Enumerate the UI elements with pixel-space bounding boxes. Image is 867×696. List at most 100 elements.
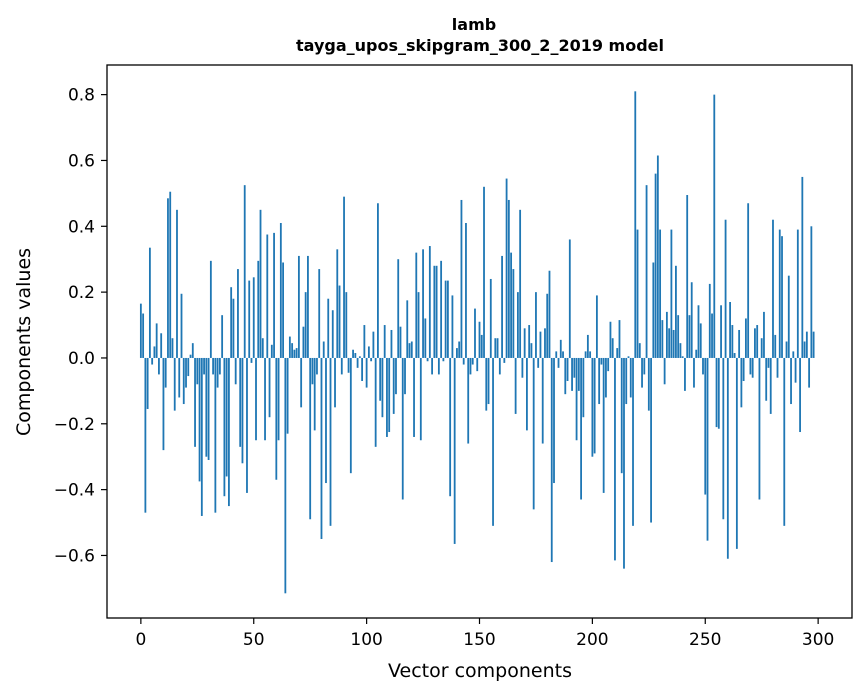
bar (702, 357, 704, 375)
bar (706, 357, 709, 541)
bar (374, 357, 377, 447)
bar (160, 333, 163, 358)
bar (787, 275, 790, 358)
bar (399, 326, 402, 358)
bar (812, 331, 815, 358)
bar (735, 357, 738, 549)
bar (275, 357, 278, 480)
bar (453, 357, 456, 544)
bar (205, 357, 208, 457)
bar (471, 357, 474, 365)
y-tick-label: −0.6 (54, 546, 95, 566)
bar (343, 196, 345, 358)
bar (629, 357, 632, 398)
bar (239, 357, 242, 447)
bar (677, 315, 680, 358)
bar (465, 223, 467, 358)
bar (352, 349, 354, 358)
bar (783, 357, 786, 526)
bar (162, 357, 165, 451)
bar (546, 293, 549, 358)
bar (273, 232, 275, 358)
bar (467, 357, 470, 444)
bar (354, 353, 357, 358)
bar (749, 357, 752, 375)
bar (422, 249, 424, 358)
bar (492, 357, 494, 526)
bar (555, 351, 558, 358)
bar (740, 357, 743, 408)
bar (602, 357, 605, 493)
bar (158, 357, 160, 375)
bar (751, 357, 754, 378)
bar (496, 338, 499, 358)
bar (279, 223, 282, 358)
bar (322, 341, 325, 358)
bar (456, 348, 458, 358)
bar (498, 357, 501, 375)
bar (715, 357, 718, 428)
bar (580, 357, 582, 500)
bar (270, 344, 273, 358)
bar (171, 338, 174, 358)
x-axis-ticks: 0 50 100 150 200 250 300 (135, 618, 834, 650)
bar (288, 336, 291, 358)
bar (460, 199, 463, 358)
bar (349, 357, 352, 474)
bar (370, 357, 373, 362)
bar (526, 357, 528, 431)
bars-group (139, 91, 815, 594)
plot-frame (106, 64, 853, 619)
bar (521, 357, 524, 378)
bar (627, 356, 630, 358)
bar (435, 265, 438, 358)
bar (611, 338, 614, 358)
bar (189, 354, 192, 358)
bar (616, 348, 619, 358)
bar (361, 357, 364, 381)
bar (440, 260, 443, 358)
bar (763, 311, 765, 358)
bar (214, 357, 217, 513)
bar (151, 357, 154, 365)
bar (316, 357, 318, 375)
bar (595, 295, 598, 358)
bar (688, 315, 691, 358)
bar (148, 247, 151, 358)
bar (489, 278, 492, 358)
bar (530, 343, 533, 358)
bar (304, 292, 307, 358)
bar (390, 329, 393, 358)
x-tick-label: 300 (802, 630, 834, 650)
y-tick-label: 0.8 (68, 86, 95, 106)
bar (652, 262, 655, 358)
bar (225, 357, 228, 477)
bar (313, 357, 316, 431)
bar (573, 357, 576, 378)
bar (347, 357, 350, 373)
bar (584, 351, 587, 358)
bar (638, 343, 641, 358)
bar (286, 357, 289, 434)
bar (320, 357, 323, 539)
bar (625, 357, 628, 405)
bar (656, 155, 659, 358)
bar (365, 357, 368, 388)
bar (356, 357, 359, 368)
bar (577, 357, 580, 391)
bar (395, 357, 397, 395)
bar (241, 357, 244, 464)
bar (340, 357, 343, 375)
bar (600, 357, 603, 365)
bar (733, 353, 736, 358)
bar (237, 269, 239, 358)
bar (487, 357, 490, 405)
bar (155, 323, 158, 358)
bar (582, 357, 585, 418)
bar (704, 357, 707, 495)
bar (209, 260, 212, 358)
bar (293, 349, 296, 358)
bar (302, 326, 305, 358)
bar (483, 186, 485, 358)
bar (176, 209, 178, 358)
